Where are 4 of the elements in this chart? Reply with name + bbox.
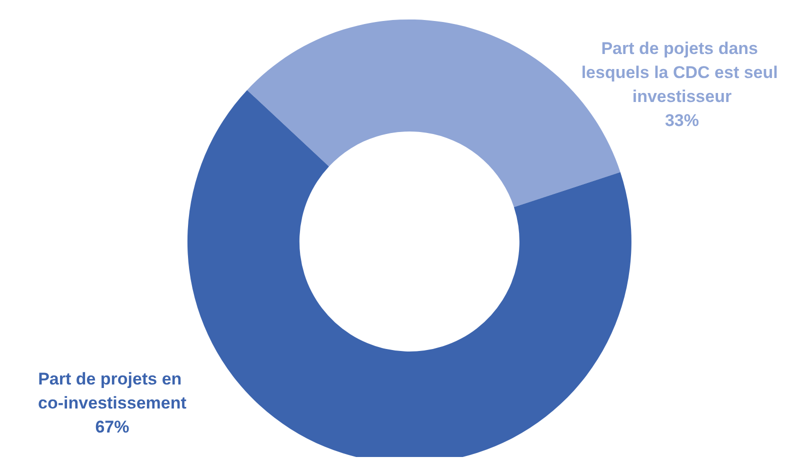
data-label: 33% (664, 110, 699, 130)
slice-label: Part de pojets dans lesquels la CDC est seul investisseur (581, 38, 783, 106)
slice-label: Part de projets en co-investissement (38, 370, 187, 413)
data-label: 67% (95, 418, 130, 437)
